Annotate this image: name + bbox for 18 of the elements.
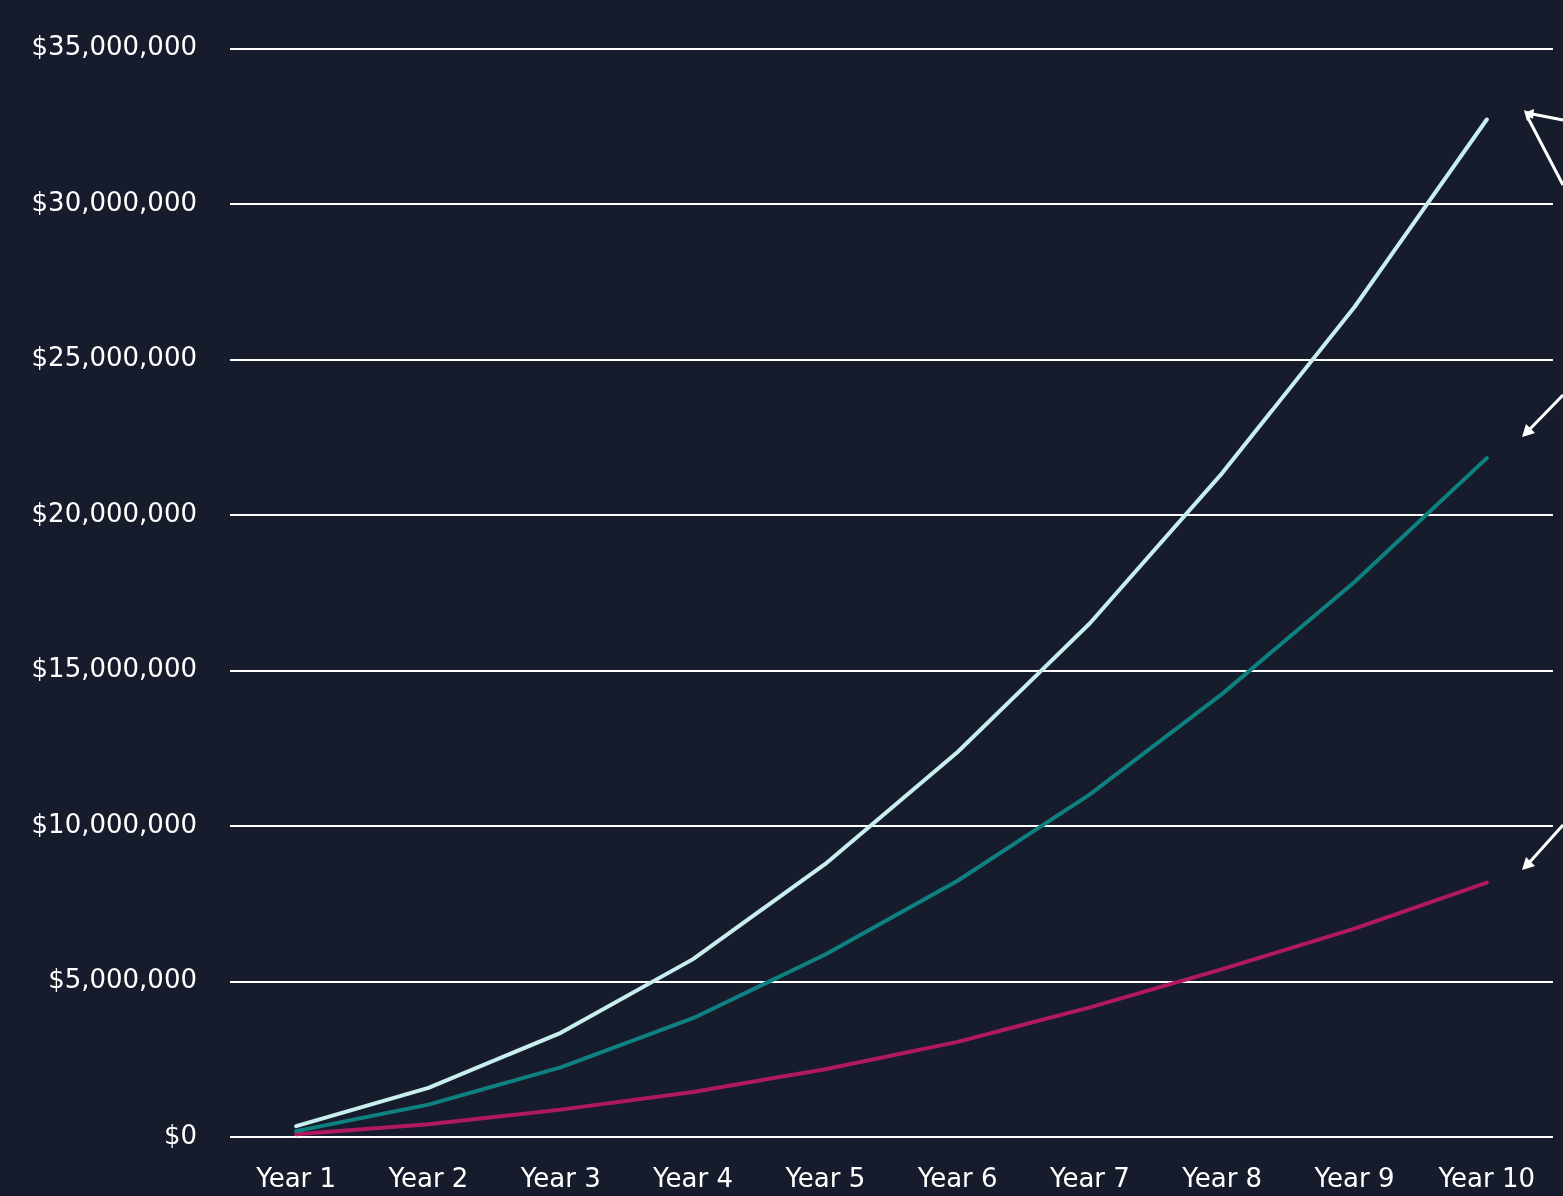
y-tick-label: $15,000,000 <box>31 653 197 684</box>
x-tick-label: Year 10 <box>1437 1163 1536 1194</box>
y-tick-label: $10,000,000 <box>31 808 197 839</box>
x-tick-label: Year 5 <box>784 1163 866 1194</box>
x-tick-label: Year 8 <box>1181 1163 1263 1194</box>
x-tick-label: Year 1 <box>255 1163 337 1194</box>
y-tick-label: $30,000,000 <box>31 186 197 217</box>
x-tick-label: Year 9 <box>1313 1163 1395 1194</box>
x-tick-label: Year 6 <box>916 1163 998 1194</box>
y-tick-label: $20,000,000 <box>31 497 197 528</box>
x-tick-label: Year 2 <box>387 1163 469 1194</box>
y-tick-label: $35,000,000 <box>31 31 197 62</box>
x-tick-label: Year 4 <box>652 1163 733 1194</box>
x-tick-label: Year 3 <box>519 1163 601 1194</box>
x-tick-label: Year 7 <box>1048 1163 1130 1194</box>
y-tick-label: $5,000,000 <box>48 964 197 995</box>
y-tick-label: $0 <box>163 1119 197 1150</box>
y-tick-label: $25,000,000 <box>31 342 197 373</box>
